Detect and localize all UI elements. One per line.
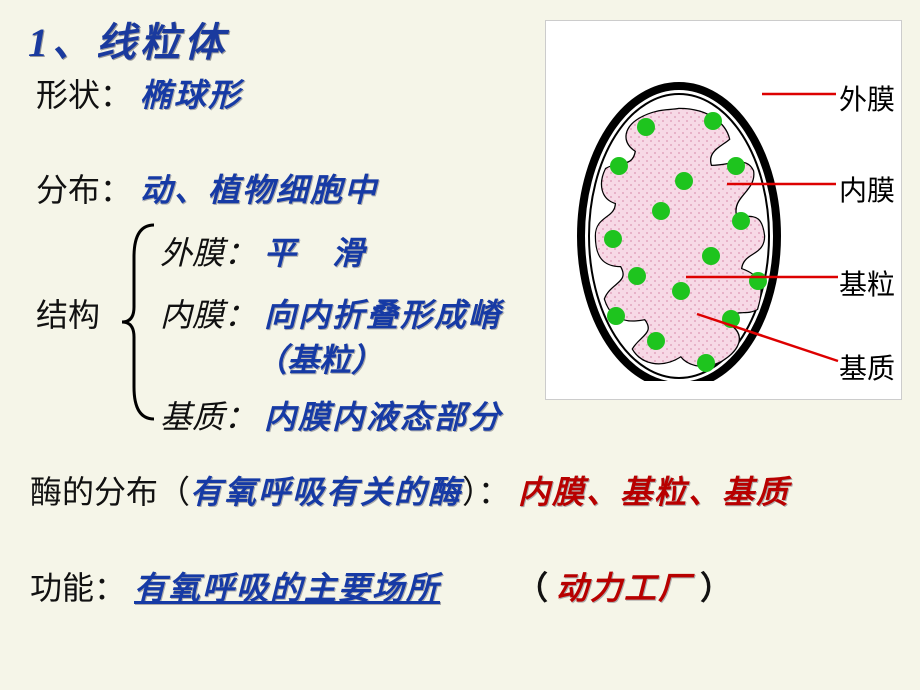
func-paren-close: ） bbox=[700, 570, 732, 606]
func-label: 功能： bbox=[30, 570, 126, 606]
function-row: 功能： 有氧呼吸的主要场所 （ 动力工厂 ） bbox=[30, 563, 732, 609]
enzyme-suffix: ）： bbox=[462, 474, 510, 510]
outer-row: 外膜： 平 滑 bbox=[160, 228, 366, 274]
structure-bracket bbox=[119, 222, 159, 422]
shape-value: 椭球形 bbox=[140, 77, 242, 113]
matrix-value: 内膜内液态部分 bbox=[264, 399, 502, 435]
structure-label: 结构 bbox=[36, 290, 100, 336]
matrix-row: 基质： 内膜内液态部分 bbox=[160, 392, 502, 438]
enzyme-blue: 有氧呼吸有关的酶 bbox=[190, 474, 462, 510]
struct-label: 结构 bbox=[36, 297, 100, 333]
leader-matrix bbox=[697, 314, 838, 361]
func-red: 动力工厂 bbox=[556, 570, 692, 606]
inner-note-row: （基粒） bbox=[255, 335, 383, 381]
shape-row: 形状： 椭球形 bbox=[36, 70, 242, 116]
mitochondria-diagram: 外膜 内膜 基粒 基质 bbox=[545, 20, 902, 400]
func-paren-open: （ bbox=[516, 570, 548, 606]
diagram-label-outer: 外膜 bbox=[839, 78, 895, 118]
diagram-label-granule: 基粒 bbox=[839, 263, 895, 303]
enzyme-row: 酶的分布（有氧呼吸有关的酶）： 内膜、基粒、基质 bbox=[30, 467, 790, 513]
diagram-label-inner: 内膜 bbox=[839, 169, 895, 209]
outer-label: 外膜： bbox=[160, 235, 256, 271]
outer-value: 平 滑 bbox=[264, 235, 366, 271]
func-value: 有氧呼吸的主要场所 bbox=[134, 570, 440, 606]
slide-title: 1、线粒体 bbox=[28, 10, 228, 68]
inner-label: 内膜： bbox=[160, 297, 256, 333]
inner-value: 向内折叠形成嵴 bbox=[264, 297, 502, 333]
enzyme-red: 内膜、基粒、基质 bbox=[518, 474, 790, 510]
inner-note: （基粒） bbox=[255, 342, 383, 378]
inner-row: 内膜： 向内折叠形成嵴 bbox=[160, 290, 502, 336]
dist-value: 动、植物细胞中 bbox=[140, 172, 378, 208]
matrix-label: 基质： bbox=[160, 399, 256, 435]
dist-row: 分布： 动、植物细胞中 bbox=[36, 165, 378, 211]
shape-label: 形状： bbox=[36, 77, 132, 113]
diagram-label-matrix: 基质 bbox=[839, 347, 895, 387]
enzyme-prefix: 酶的分布（ bbox=[30, 474, 190, 510]
dist-label: 分布： bbox=[36, 172, 132, 208]
